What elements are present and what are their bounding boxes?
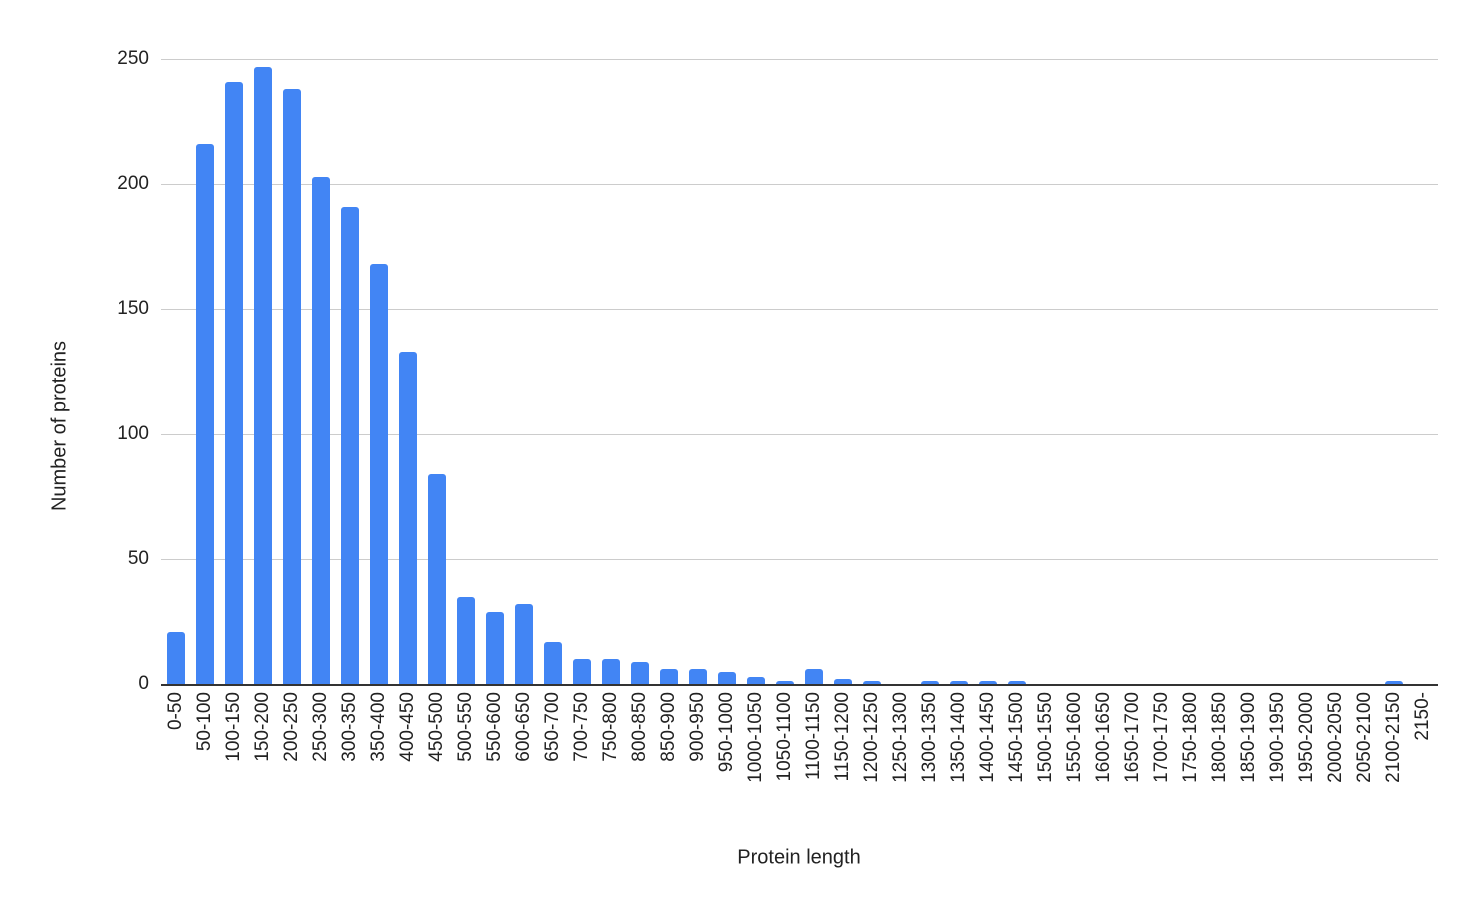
x-tick-label: 1900-1950 — [1267, 692, 1289, 783]
x-tick-label: 550-600 — [483, 692, 505, 762]
x-tick-label: 950-1000 — [715, 692, 737, 773]
y-tick-label: 100 — [117, 423, 149, 444]
bar — [659, 669, 678, 684]
x-tick-label: 850-900 — [657, 692, 679, 762]
bar — [746, 676, 765, 684]
bar — [369, 264, 388, 684]
bar — [630, 661, 649, 684]
x-tick-label: 1300-1350 — [919, 692, 941, 783]
bar — [1008, 681, 1027, 684]
gridline — [161, 559, 1438, 560]
x-tick-label: 1050-1100 — [773, 692, 795, 782]
bar — [311, 176, 330, 684]
gridline — [161, 434, 1438, 435]
x-tick-label: 1250-1300 — [890, 692, 912, 783]
bar — [863, 681, 882, 684]
x-tick-label: 750-800 — [599, 692, 621, 762]
bar — [398, 351, 417, 684]
y-axis-label: Number of proteins — [48, 340, 71, 512]
x-tick-label: 600-650 — [512, 692, 534, 762]
x-tick-label: 1400-1450 — [977, 692, 999, 783]
bar — [224, 81, 243, 684]
y-tick-label: 0 — [138, 673, 149, 694]
x-tick-label: 2000-2050 — [1325, 692, 1347, 783]
bar — [979, 681, 998, 684]
x-tick-label: 2150- — [1412, 692, 1434, 741]
x-tick-label: 1200-1250 — [861, 692, 883, 783]
x-tick-label: 650-700 — [541, 692, 563, 762]
x-tick-label: 150-200 — [251, 692, 273, 762]
bar — [340, 206, 359, 684]
x-tick-label: 1350-1400 — [948, 692, 970, 783]
x-tick-label: 1650-1700 — [1122, 692, 1144, 783]
x-tick-label: 1750-1800 — [1180, 692, 1202, 783]
x-tick-label: 1700-1750 — [1151, 692, 1173, 783]
x-tick-label: 700-750 — [570, 692, 592, 762]
x-tick-label: 250-300 — [309, 692, 331, 762]
bar — [834, 679, 853, 684]
bar — [253, 66, 272, 684]
bar — [456, 596, 475, 684]
bar — [485, 611, 504, 684]
x-tick-label: 1550-1600 — [1064, 692, 1086, 783]
gridline — [161, 59, 1438, 60]
x-tick-label: 1950-2000 — [1296, 692, 1318, 783]
x-tick-label: 500-550 — [454, 692, 476, 762]
x-tick-label: 900-950 — [686, 692, 708, 762]
bar — [921, 681, 940, 684]
x-tick-label: 1500-1550 — [1035, 692, 1057, 783]
bar — [1385, 681, 1404, 684]
bar — [427, 474, 446, 684]
bar — [805, 669, 823, 684]
x-axis-label: Protein length — [737, 846, 861, 869]
bar — [775, 681, 794, 684]
x-tick-label: 1600-1650 — [1093, 692, 1115, 783]
x-tick-label: 350-400 — [367, 692, 389, 762]
x-tick-label: 2100-2150 — [1383, 692, 1405, 783]
y-tick-label: 150 — [117, 298, 149, 319]
x-tick-label: 2050-2100 — [1354, 692, 1376, 783]
bar — [950, 681, 969, 684]
y-tick-label: 250 — [117, 48, 149, 69]
bar — [601, 659, 620, 684]
x-tick-label: 400-450 — [396, 692, 418, 762]
x-tick-label: 1450-1500 — [1006, 692, 1028, 783]
x-tick-label: 100-150 — [222, 692, 244, 762]
x-tick-label: 800-850 — [628, 692, 650, 762]
x-tick-label: 1850-1900 — [1238, 692, 1260, 783]
bar — [514, 604, 533, 684]
x-tick-label: 50-100 — [193, 692, 215, 752]
x-tick-label: 200-250 — [280, 692, 302, 762]
x-axis-line — [161, 684, 1438, 686]
bar — [717, 671, 736, 684]
gridline — [161, 184, 1438, 185]
x-tick-label: 1000-1050 — [744, 692, 766, 783]
y-tick-label: 50 — [127, 548, 149, 569]
bar — [543, 641, 562, 684]
bar — [572, 659, 591, 684]
x-tick-label: 1800-1850 — [1209, 692, 1231, 783]
gridline — [161, 309, 1438, 310]
x-tick-label: 300-350 — [338, 692, 360, 762]
x-tick-label: 450-500 — [425, 692, 447, 762]
x-tick-label: 1100-1150 — [803, 692, 824, 781]
x-tick-label: 0-50 — [164, 692, 186, 731]
x-tick-label: 1150-1200 — [832, 692, 854, 782]
bar — [166, 631, 185, 684]
bar — [195, 144, 214, 684]
bar — [282, 89, 301, 684]
bar — [688, 669, 707, 684]
y-tick-label: 200 — [117, 173, 149, 194]
